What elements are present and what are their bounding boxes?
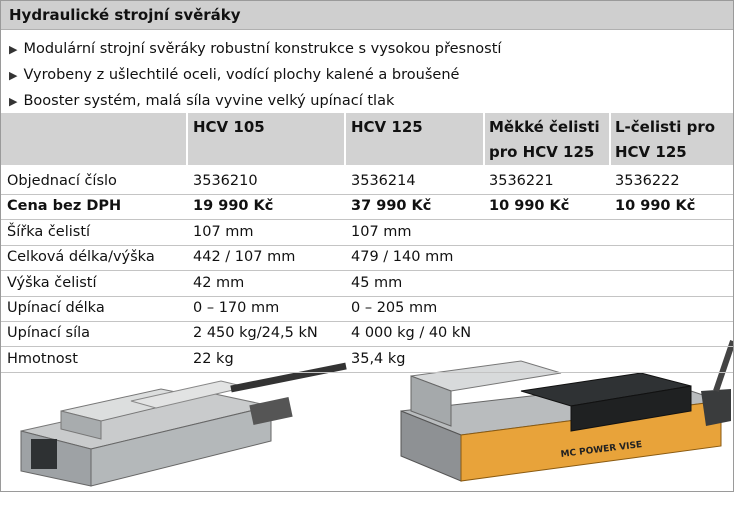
row-line — [1, 372, 733, 373]
bullet-text: Booster systém, malá síla vyvine velký u… — [23, 93, 394, 109]
body: { "title": "Hydraulické strojní svěráky"… — [0, 0, 734, 508]
table-cell: 45 mm — [351, 271, 402, 296]
bullet-marker: ▶ — [9, 95, 17, 108]
column-header: L-čelisti pro HCV 125 — [615, 115, 729, 165]
table-cell: 479 / 140 mm — [351, 245, 453, 270]
row-label: Šířka čelistí — [7, 220, 90, 245]
bullet: ▶ Modulární strojní svěráky robustní kons… — [9, 37, 501, 61]
title: Hydraulické strojní svěráky — [9, 6, 241, 24]
row-label: Hmotnost — [7, 347, 78, 372]
table-cell: 3536221 — [489, 169, 554, 194]
bullet-marker: ▶ — [9, 69, 17, 82]
row-label: Objednací číslo — [7, 169, 117, 194]
table-cell: 3536222 — [615, 169, 680, 194]
column-header: HCV 105 — [193, 115, 341, 140]
table-cell: 107 mm — [351, 220, 412, 245]
table-cell: 22 kg — [193, 347, 234, 372]
row-label: Celková délka/výška — [7, 245, 155, 270]
table-cell: 19 990 Kč — [193, 194, 273, 219]
row-label: Cena bez DPH — [7, 194, 121, 219]
bullet-text: Modulární strojní svěráky robustní konst… — [23, 41, 501, 57]
bullet-text: Vyrobeny z ušlechtilé oceli, vodící ploc… — [23, 67, 459, 83]
table-cell: 35,4 kg — [351, 347, 406, 372]
table-cell: 10 990 Kč — [489, 194, 569, 219]
column-header: Měkké čelisti pro HCV 125 — [489, 115, 605, 165]
page: Hydraulické strojní svěráky html, body {… — [0, 0, 734, 508]
table-cell: 42 mm — [193, 271, 244, 296]
row-label: Výška čelistí — [7, 271, 97, 296]
table-cell: 37 990 Kč — [351, 194, 431, 219]
frame: MC POWER VISE Hydraulické strojní svěrák… — [0, 0, 734, 492]
column-header: HCV 125 — [351, 115, 480, 140]
table-cell: 0 – 205 mm — [351, 296, 437, 321]
bullet: ▶ Vyrobeny z ušlechtilé oceli, vodící plo… — [9, 63, 459, 87]
table-cell: 10 990 Kč — [615, 194, 695, 219]
row-label: Upínací délka — [7, 296, 105, 321]
table-cell: 3536210 — [193, 169, 258, 194]
header-cell — [1, 113, 186, 165]
vise-hcv-105 — [21, 366, 346, 486]
table-cell: 0 – 170 mm — [193, 296, 279, 321]
table-cell: 2 450 kg/24,5 kN — [193, 321, 318, 346]
vise-hcv-125: MC POWER VISE — [401, 341, 733, 481]
bullet: ▶ Booster systém, malá síla vyvine velký … — [9, 89, 394, 113]
bullet-marker: ▶ — [9, 43, 17, 56]
table-cell: 442 / 107 mm — [193, 245, 295, 270]
table-cell: 107 mm — [193, 220, 254, 245]
row-label: Upínací síla — [7, 321, 90, 346]
table-cell: 3536214 — [351, 169, 416, 194]
table-cell: 4 000 kg / 40 kN — [351, 321, 471, 346]
